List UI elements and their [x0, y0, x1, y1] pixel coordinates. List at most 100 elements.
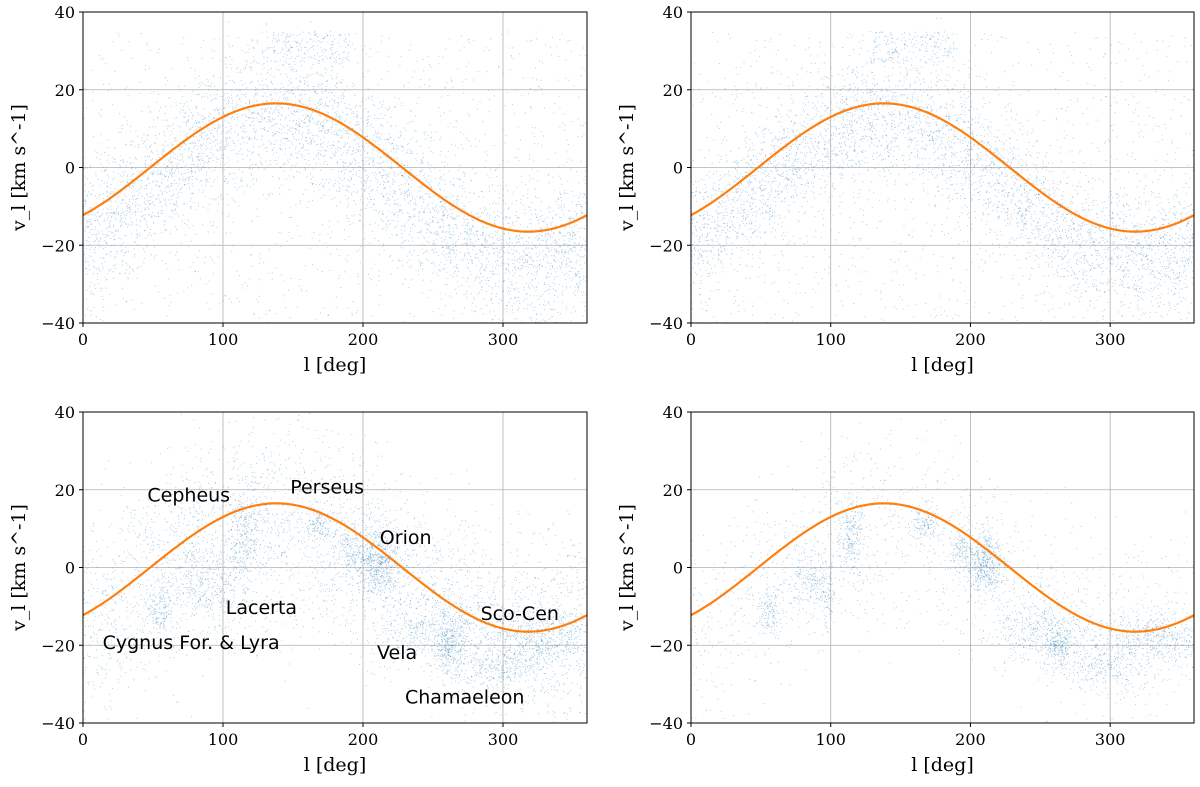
scatter-point	[189, 129, 191, 131]
scatter-point	[523, 250, 525, 252]
scatter-point	[473, 298, 475, 300]
scatter-point	[530, 257, 532, 259]
scatter-point	[560, 197, 562, 198]
scatter-point	[538, 298, 540, 300]
scatter-point	[498, 197, 500, 199]
scatter-point	[526, 293, 528, 294]
scatter-point	[211, 293, 213, 295]
scatter-point	[110, 269, 112, 270]
scatter-point	[557, 275, 559, 277]
scatter-point	[401, 229, 403, 231]
scatter-point	[149, 203, 151, 205]
scatter-point	[574, 274, 576, 275]
scatter-point	[376, 150, 378, 152]
scatter-point	[529, 219, 531, 221]
scatter-point	[184, 179, 186, 181]
scatter-point	[264, 128, 266, 130]
scatter-point	[105, 253, 107, 255]
scatter-point	[191, 126, 193, 128]
scatter-point	[250, 66, 252, 68]
scatter-point	[359, 105, 361, 107]
scatter-point	[521, 276, 523, 278]
scatter-point	[296, 157, 297, 159]
scatter-point	[467, 268, 469, 269]
scatter-point	[426, 179, 427, 181]
scatter-point	[511, 56, 513, 58]
scatter-point	[121, 49, 123, 51]
scatter-point	[290, 217, 292, 218]
scatter-point	[237, 139, 239, 141]
scatter-point	[490, 298, 492, 300]
scatter-point	[372, 149, 374, 151]
scatter-point	[205, 283, 207, 285]
scatter-point	[350, 46, 352, 48]
scatter-point	[244, 52, 246, 54]
scatter-point	[397, 161, 399, 163]
scatter-point	[258, 263, 260, 264]
scatter-point	[511, 305, 513, 307]
scatter-point	[404, 173, 406, 175]
scatter-point	[318, 99, 320, 101]
scatter-point	[568, 244, 570, 246]
scatter-point	[341, 117, 343, 119]
scatter-point	[303, 77, 305, 79]
scatter-point	[226, 132, 228, 134]
scatter-point	[84, 156, 86, 158]
scatter-point	[339, 178, 341, 180]
scatter-point	[251, 220, 253, 222]
scatter-point	[185, 234, 186, 236]
scatter-point	[416, 140, 418, 142]
scatter-point	[172, 195, 174, 197]
scatter-point	[129, 267, 131, 269]
scatter-point	[475, 265, 477, 267]
scatter-point	[433, 252, 435, 254]
scatter-point	[110, 184, 112, 186]
scatter-point	[176, 228, 177, 230]
scatter-point	[112, 211, 114, 213]
scatter-point	[114, 264, 116, 266]
scatter-point	[300, 200, 301, 202]
scatter-point	[511, 203, 513, 205]
scatter-point	[493, 211, 495, 213]
scatter-point	[399, 188, 401, 190]
scatter-point	[308, 132, 310, 134]
scatter-point	[562, 235, 564, 237]
scatter-point	[195, 271, 197, 273]
scatter-point	[315, 33, 317, 35]
scatter-point	[386, 178, 387, 180]
scatter-point	[574, 242, 576, 244]
scatter-point	[576, 204, 578, 205]
scatter-point	[397, 136, 399, 138]
scatter-point	[232, 106, 233, 108]
scatter-point	[541, 201, 542, 203]
scatter-point	[85, 199, 87, 201]
scatter-point	[382, 245, 384, 247]
scatter-point	[90, 229, 92, 231]
scatter-point	[220, 193, 221, 195]
scatter-point	[381, 193, 382, 195]
scatter-point	[159, 202, 161, 203]
scatter-point	[190, 206, 192, 207]
scatter-point	[276, 68, 278, 70]
scatter-point	[200, 179, 202, 181]
scatter-point	[439, 206, 441, 208]
scatter-point	[559, 206, 561, 208]
scatter-point	[292, 120, 294, 122]
scatter-point	[154, 166, 156, 168]
scatter-point	[442, 215, 444, 217]
scatter-point	[89, 249, 91, 251]
scatter-point	[384, 174, 386, 176]
scatter-point	[283, 137, 284, 139]
scatter-point	[278, 109, 280, 111]
scatter-point	[203, 152, 205, 154]
scatter-point	[535, 253, 537, 254]
scatter-point	[393, 189, 395, 191]
scatter-point	[537, 220, 539, 222]
scatter-point	[188, 147, 190, 149]
scatter-point	[572, 267, 574, 269]
scatter-point	[249, 278, 250, 280]
scatter-point	[111, 212, 113, 214]
scatter-point	[269, 309, 271, 311]
scatter-point	[117, 198, 119, 200]
scatter-point	[552, 36, 553, 38]
